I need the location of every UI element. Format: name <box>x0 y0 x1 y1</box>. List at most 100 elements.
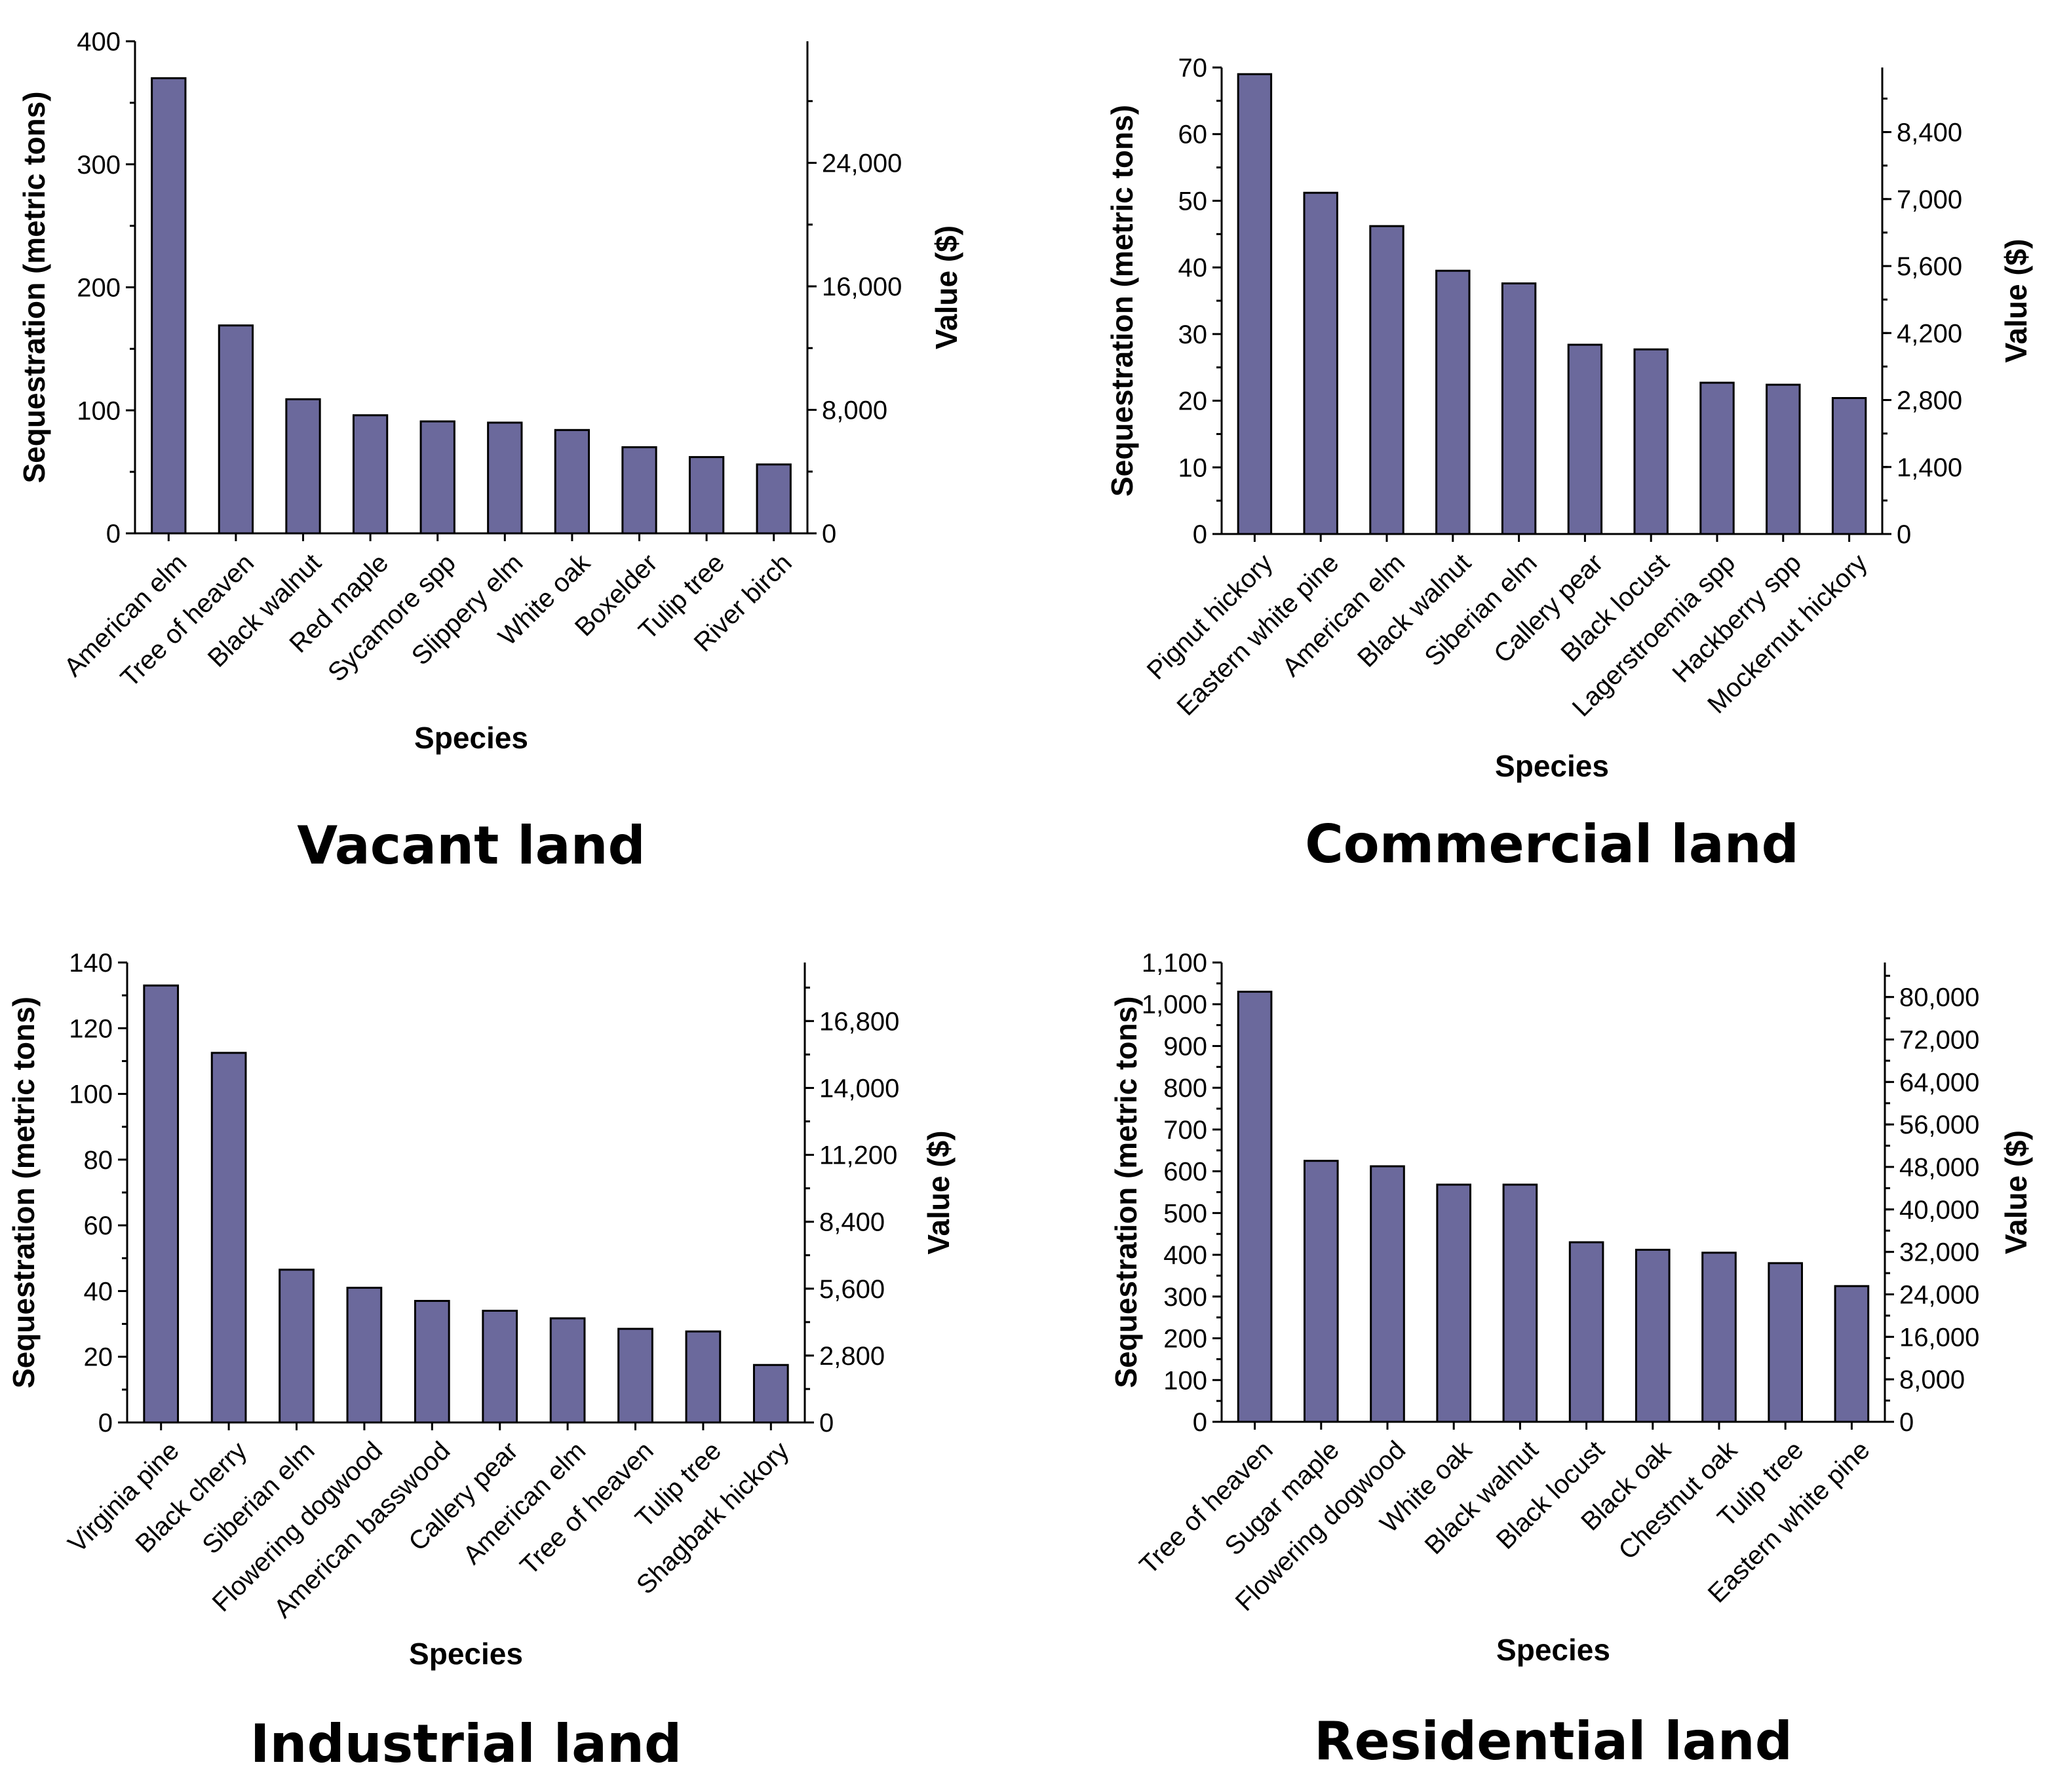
industrial-land-y-tick-label: 100 <box>69 1080 113 1109</box>
residential-land-bar-flowering-dogwood <box>1370 1165 1405 1423</box>
commercial-land-bar-mockernut-hickory <box>1831 397 1867 535</box>
commercial-land-y-axis-title: Sequestration (metric tons) <box>1105 105 1139 497</box>
industrial-land-y-tick-label: 40 <box>84 1277 113 1306</box>
industrial-land-y-tick-label: 80 <box>84 1146 113 1175</box>
commercial-land-chart: 0 10 20 30 40 50 60 70 0 1,400 2,800 4,200 5,600 7,00… <box>1036 0 2071 896</box>
vacant-land-bar-boxelder <box>621 446 657 535</box>
residential-land-y-tick-label: 0 <box>1193 1408 1207 1437</box>
vacant-land-y2-tick-label: 8,000 <box>822 396 887 425</box>
industrial-land-chart: 0 20 40 60 80 100 120 140 0 2,800 5,600 8,400 11,200… <box>0 896 1036 1791</box>
residential-land-y2-tick-label: 72,000 <box>1899 1026 1979 1055</box>
vacant-land-bar-tulip-tree <box>688 456 725 535</box>
commercial-land-chart-svg: 0 10 20 30 40 50 60 70 0 1,400 2,800 4,200 5,600 7,00… <box>1105 54 2033 875</box>
residential-land-bar-chestnut-oak <box>1701 1251 1737 1423</box>
residential-land-chart: 0 100 200 300 400 500 600 700 800 900 1,000 1,100 0 8… <box>1036 896 2071 1791</box>
residential-land-y-tick-label: 900 <box>1163 1032 1207 1061</box>
vacant-land-title: Vacant land <box>297 815 646 876</box>
industrial-land-y2-tick-label: 8,400 <box>819 1208 885 1237</box>
industrial-land-y2-tick-label: 0 <box>819 1409 834 1438</box>
residential-land-x-tick-label-sugar-maple: Sugar maple <box>1219 1436 1344 1561</box>
residential-land-y2-tick-label: 0 <box>1899 1408 1914 1437</box>
residential-land-y-tick-label: 600 <box>1163 1158 1207 1187</box>
vacant-land-bar-tree-of-heaven <box>218 324 254 535</box>
vacant-land-x-axis-title: Species <box>414 721 528 755</box>
vacant-land-y2-tick-label: 0 <box>822 520 836 548</box>
industrial-land-bar-flowering-dogwood <box>346 1286 383 1424</box>
commercial-land-y-tick-label: 60 <box>1178 121 1208 149</box>
commercial-land-y2-tick-label: 8,400 <box>1897 119 1962 147</box>
industrial-land-bar-black-cherry <box>210 1052 247 1424</box>
vacant-land-bar-american-elm <box>151 77 187 535</box>
residential-land-y2-tick-label: 32,000 <box>1899 1238 1979 1267</box>
commercial-land-y-tick-label: 40 <box>1178 254 1208 282</box>
commercial-land-bar-callery-pear <box>1567 343 1603 535</box>
residential-land-y2-tick-label: 48,000 <box>1899 1153 1979 1182</box>
industrial-land-bar-siberian-elm <box>279 1268 315 1424</box>
commercial-land-bar-hackberry-spp <box>1766 383 1801 535</box>
residential-land-y2-axis-title: Value ($) <box>1999 1130 2033 1254</box>
industrial-land-chart-svg: 0 20 40 60 80 100 120 140 0 2,800 5,600 8,400 11,200… <box>7 949 956 1774</box>
vacant-land-chart: 0 100 200 300 400 0 8,000 16,000 24,000 American … <box>0 0 1036 896</box>
commercial-land-y2-axis-title: Value ($) <box>1999 238 2033 362</box>
industrial-land-bar-callery-pear <box>482 1310 518 1424</box>
commercial-land-y2-tick-label: 1,400 <box>1897 453 1962 482</box>
residential-land-y-tick-label: 400 <box>1163 1241 1207 1270</box>
residential-land-y-tick-label: 300 <box>1163 1283 1207 1312</box>
industrial-land-y2-tick-label: 2,800 <box>819 1342 885 1371</box>
vacant-land-bar-slippery-elm <box>487 421 523 535</box>
industrial-land-y2-tick-label: 5,600 <box>819 1275 885 1304</box>
vacant-land-y-tick-label: 0 <box>106 520 121 548</box>
residential-land-bar-white-oak <box>1436 1183 1472 1423</box>
commercial-land-y-tick-label: 70 <box>1178 54 1208 83</box>
industrial-land-bar-tulip-tree <box>685 1330 722 1424</box>
commercial-land-bar-black-walnut <box>1435 269 1471 535</box>
residential-land-bar-tulip-tree <box>1768 1262 1804 1423</box>
vacant-land-bar-river-birch <box>756 463 792 535</box>
residential-land-bar-black-oak <box>1635 1248 1671 1423</box>
residential-land-bar-black-locust <box>1568 1241 1604 1423</box>
residential-land-y2-tick-label: 56,000 <box>1899 1111 1979 1139</box>
residential-land-bar-tree-of-heaven <box>1237 991 1273 1423</box>
residential-land-y2-tick-label: 24,000 <box>1899 1281 1979 1310</box>
commercial-land-y2-tick-label: 0 <box>1897 520 1911 549</box>
vacant-land-y2-tick-label: 16,000 <box>822 273 902 301</box>
commercial-land-y2-tick-label: 4,200 <box>1897 319 1962 348</box>
vacant-land-bar-black-walnut <box>285 398 321 535</box>
commercial-land-y-tick-label: 10 <box>1178 453 1208 482</box>
vacant-land-bar-white-oak <box>554 429 590 535</box>
industrial-land-y-tick-label: 60 <box>84 1211 113 1240</box>
industrial-land-y2-axis-title: Value ($) <box>921 1130 956 1254</box>
vacant-land-y-tick-label: 300 <box>77 151 121 180</box>
vacant-land-bar-red-maple <box>352 414 389 535</box>
vacant-land-bar-sycamore-spp <box>419 420 455 535</box>
commercial-land-y-tick-label: 50 <box>1178 187 1208 216</box>
commercial-land-title: Commercial land <box>1305 814 1799 875</box>
industrial-land-title: Industrial land <box>250 1713 682 1774</box>
residential-land-y-tick-label: 500 <box>1163 1199 1207 1228</box>
vacant-land-y2-tick-label: 24,000 <box>822 149 902 178</box>
residential-land-y-axis-title: Sequestration (metric tons) <box>1109 996 1143 1388</box>
residential-land-y2-tick-label: 80,000 <box>1899 983 1979 1012</box>
industrial-land-y2-tick-label: 14,000 <box>819 1074 899 1103</box>
residential-land-y2-tick-label: 40,000 <box>1899 1196 1979 1225</box>
commercial-land-y2-tick-label: 5,600 <box>1897 252 1962 281</box>
industrial-land-y2-tick-label: 16,800 <box>819 1007 899 1036</box>
commercial-land-y-tick-label: 20 <box>1178 387 1208 416</box>
residential-land-bar-eastern-white-pine <box>1834 1285 1870 1423</box>
residential-land-x-axis-title: Species <box>1496 1633 1610 1667</box>
commercial-land-y-tick-label: 30 <box>1178 320 1208 349</box>
industrial-land-y-tick-label: 20 <box>84 1343 113 1372</box>
residential-land-y2-tick-label: 16,000 <box>1899 1323 1979 1352</box>
commercial-land-bar-lagerstroemia-spp <box>1699 381 1735 535</box>
commercial-land-x-axis-title: Species <box>1495 749 1609 783</box>
commercial-land-y2-tick-label: 2,800 <box>1897 387 1962 415</box>
residential-land-y-tick-label: 1,000 <box>1142 991 1207 1020</box>
industrial-land-bar-shagbark-hickory <box>752 1363 789 1424</box>
commercial-land-y2-tick-label: 7,000 <box>1897 185 1962 214</box>
vacant-land-y-tick-label: 100 <box>77 396 121 425</box>
residential-land-y-tick-label: 800 <box>1163 1074 1207 1103</box>
commercial-land-bar-siberian-elm <box>1501 282 1537 535</box>
industrial-land-y2-tick-label: 11,200 <box>819 1141 897 1170</box>
residential-land-y2-tick-label: 64,000 <box>1899 1068 1979 1097</box>
